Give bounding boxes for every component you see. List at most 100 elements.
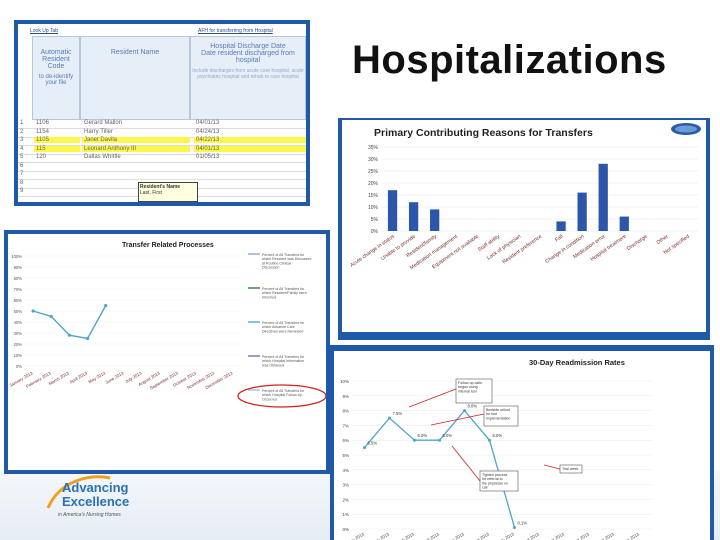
legend-line: was Obtained bbox=[262, 363, 284, 367]
cell-code[interactable]: 1106 bbox=[36, 120, 49, 126]
series-point bbox=[49, 314, 53, 319]
y-tick-label: 50% bbox=[14, 309, 23, 314]
legend-label: Percent of All Transfers for which Reside… bbox=[262, 287, 307, 299]
y-tick-label: 40% bbox=[14, 320, 23, 325]
data-label: 0.1% bbox=[518, 521, 528, 526]
legend-line: Occurred bbox=[262, 397, 277, 401]
legend-line: Percent of All Transfers for bbox=[262, 253, 305, 257]
slide-title: Hospitalizations bbox=[352, 38, 667, 82]
cell-code[interactable]: 1105 bbox=[34, 137, 80, 143]
cell-name[interactable]: Harry Tiller bbox=[84, 128, 114, 135]
readmission-chart: 30-Day Readmission Rates 10% 9% 8% 7% 6% 5% 4%… bbox=[340, 358, 652, 540]
x-tick-label: March 2013 bbox=[393, 531, 416, 540]
row-number: 8 bbox=[20, 179, 24, 186]
x-tick-label: October 2013 bbox=[565, 531, 591, 540]
annotation-label: Follow-up calls begun using internal tool bbox=[458, 381, 482, 393]
cell-date[interactable]: 01/05/13 bbox=[196, 154, 220, 160]
cell-name[interactable]: Leonard Anthony III bbox=[82, 145, 190, 152]
afh-link[interactable]: AFH for transferring from Hospital bbox=[198, 28, 273, 34]
series-point bbox=[513, 526, 516, 530]
legend-line: which Hospital Follow-Up bbox=[262, 393, 302, 397]
series-point bbox=[363, 446, 366, 450]
annotation-arrow bbox=[408, 388, 457, 408]
series-point bbox=[488, 438, 491, 442]
y-tick-label: 10% bbox=[340, 379, 349, 384]
bar bbox=[408, 202, 419, 231]
legend-label: Percent of All Transfers for which Advanc… bbox=[262, 321, 305, 333]
cell-code[interactable]: 1154 bbox=[36, 128, 49, 135]
data-label: 6.0% bbox=[493, 433, 503, 438]
y-tick-label: 25% bbox=[368, 169, 379, 175]
series-point bbox=[104, 303, 108, 308]
bar bbox=[556, 221, 566, 231]
logo-line2: Excellence bbox=[62, 494, 129, 509]
series-point bbox=[67, 333, 72, 337]
cell-date[interactable]: 04/01/13 bbox=[194, 145, 306, 152]
cell-name[interactable]: Dallas Whittle bbox=[84, 154, 121, 160]
processes-chart-title: Transfer Related Processes bbox=[122, 242, 214, 249]
legend-line: Percent of All Transfers for bbox=[262, 287, 305, 291]
y-tick-label: 5% bbox=[342, 453, 349, 458]
logo-swoosh-icon bbox=[46, 475, 111, 509]
lookup-link[interactable]: Look Up Tab bbox=[30, 28, 58, 34]
cell-date[interactable]: 04/24/13 bbox=[196, 128, 220, 135]
legend-line: which Hospital Information bbox=[262, 359, 304, 363]
y-tick-label: 100% bbox=[11, 254, 22, 259]
annotation-arrow bbox=[430, 413, 485, 426]
series-line bbox=[364, 409, 516, 528]
legend-line: Percent of All Transfers for bbox=[262, 355, 305, 359]
header-discharge: Hospital Discharge Date Date resident di… bbox=[190, 36, 306, 120]
x-tick-label: Resident preference bbox=[502, 234, 544, 266]
legend-line: at Routine Clinical bbox=[262, 261, 291, 265]
bar bbox=[387, 190, 398, 231]
y-tick-label: 35% bbox=[368, 145, 379, 151]
y-tick-label: 10% bbox=[368, 205, 379, 211]
bar bbox=[577, 192, 587, 231]
y-tick-label: 3% bbox=[342, 483, 349, 488]
annotation-label: Bedside rollout for tool implementation bbox=[486, 408, 510, 420]
cell-date[interactable]: 04/22/13 bbox=[194, 137, 306, 143]
cell-code[interactable]: 115 bbox=[34, 145, 80, 152]
x-tick-label: May 2013 bbox=[446, 531, 465, 540]
header-discharge-label: Hospital Discharge Date bbox=[210, 43, 286, 50]
cell-name[interactable]: Gerard Mallon bbox=[84, 120, 123, 126]
y-tick-label: 10% bbox=[14, 353, 23, 358]
annotation-line: for referral to bbox=[482, 477, 503, 481]
reasons-chart-panel: Primary Contributing Reasons for Transfe… bbox=[342, 120, 706, 332]
legend-line: Directives were Reviewed bbox=[262, 329, 303, 333]
tooltip-text: Last, First bbox=[140, 190, 162, 196]
x-tick-label: January 2013 bbox=[340, 531, 366, 540]
annotation-line: the physician on bbox=[482, 481, 508, 485]
y-tick-label: 20% bbox=[368, 181, 379, 187]
annotation-arrow bbox=[543, 464, 561, 470]
y-tick-label: 0% bbox=[342, 527, 349, 532]
data-label: 6.0% bbox=[418, 433, 428, 438]
y-tick-label: 7% bbox=[342, 423, 349, 428]
logo-graphic: Advancing Excellence in America's Nursin… bbox=[46, 475, 129, 518]
y-tick-label: 60% bbox=[14, 298, 23, 303]
y-tick-label: 70% bbox=[14, 287, 23, 292]
y-tick-label: 1% bbox=[342, 512, 349, 517]
logo-tagline: in America's Nursing Homes bbox=[58, 512, 121, 518]
x-tick-label: November 2013 bbox=[586, 531, 616, 540]
series-point bbox=[31, 309, 35, 313]
row-number: 1 bbox=[20, 120, 24, 126]
row-number: 6 bbox=[20, 162, 24, 169]
annotation-line: Bedside rollout bbox=[486, 408, 510, 412]
y-tick-label: 90% bbox=[14, 265, 23, 270]
data-label: 8.0% bbox=[468, 404, 478, 409]
annotation-line: for tool bbox=[486, 412, 497, 416]
reasons-chart-title: Primary Contributing Reasons for Transfe… bbox=[374, 127, 593, 139]
readmission-chart-panel: 30-Day Readmission Rates 10% 9% 8% 7% 6% 5% 4%… bbox=[334, 351, 710, 540]
series-point bbox=[438, 438, 441, 442]
cell-code[interactable]: 120 bbox=[36, 154, 47, 160]
x-tick-label: June 2013 bbox=[105, 370, 125, 385]
y-tick-label: 6% bbox=[342, 438, 349, 443]
legend-line: Percent of All Transfers for bbox=[262, 321, 305, 325]
series-point bbox=[388, 416, 391, 420]
cell-name[interactable]: Janet Davila bbox=[82, 137, 190, 143]
y-tick-label: 2% bbox=[342, 497, 349, 502]
processes-chart-panel: Transfer Related Processes 100% 90% 80% 70%… bbox=[8, 234, 326, 470]
legend-label: Percent of All Transfers for which Reside… bbox=[262, 253, 311, 270]
cell-date[interactable]: 04/01/13 bbox=[196, 120, 220, 126]
